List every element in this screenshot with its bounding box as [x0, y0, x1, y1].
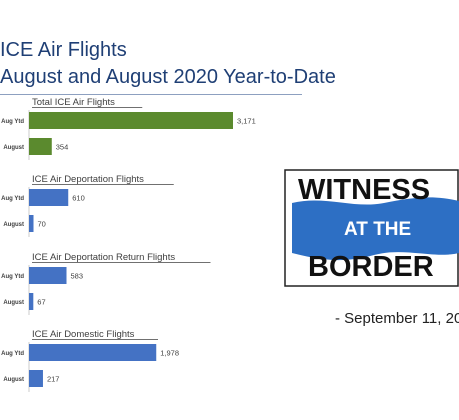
- category-label: Aug Ytd: [1, 119, 24, 125]
- witness-at-the-border-logo: WITNESS AT THE BORDER: [284, 169, 459, 287]
- bar: [29, 112, 233, 129]
- data-label: 1,978: [160, 349, 179, 358]
- chart-title: ICE Air Domestic Flights: [32, 329, 135, 340]
- bar: [29, 267, 67, 284]
- data-label: 354: [56, 143, 69, 152]
- logo-line-3: BORDER: [308, 251, 434, 283]
- category-label: August: [3, 300, 24, 306]
- logo-line-2: AT THE: [344, 219, 411, 240]
- logo-blue-band: [292, 197, 459, 261]
- data-label: 583: [71, 272, 84, 281]
- chart-title: ICE Air Deportation Return Flights: [32, 252, 175, 263]
- page-subtitle: August and August 2020 Year-to-Date: [0, 66, 336, 88]
- category-label: August: [3, 377, 24, 383]
- logo-line-1: WITNESS: [298, 174, 430, 206]
- bar: [29, 189, 69, 206]
- bar: [29, 293, 34, 310]
- data-label: 3,171: [237, 117, 256, 126]
- data-label: 217: [47, 375, 60, 384]
- category-label: August: [3, 145, 24, 151]
- category-label: Aug Ytd: [1, 351, 24, 357]
- bar: [29, 138, 52, 155]
- date-line: - September 11, 20: [335, 310, 459, 327]
- category-label: August: [3, 222, 24, 228]
- data-label: 610: [72, 194, 85, 203]
- data-label: 67: [37, 298, 45, 307]
- category-label: Aug Ytd: [1, 274, 24, 280]
- bar: [29, 215, 34, 232]
- category-label: Aug Ytd: [1, 196, 24, 202]
- page-title: ICE Air Flights: [0, 39, 127, 61]
- title-underline: [0, 94, 302, 95]
- bar: [29, 370, 43, 387]
- bar: [29, 344, 157, 361]
- chart-title: Total ICE Air Flights: [32, 97, 115, 108]
- data-label: 70: [38, 220, 46, 229]
- chart-title: ICE Air Deportation Flights: [32, 174, 144, 185]
